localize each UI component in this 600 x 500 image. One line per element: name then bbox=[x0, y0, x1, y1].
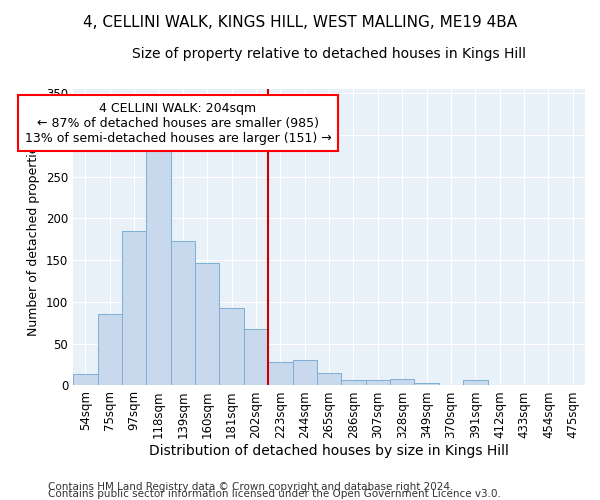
Bar bbox=[98, 314, 122, 386]
Bar bbox=[293, 360, 317, 386]
Bar bbox=[170, 241, 195, 386]
Bar bbox=[73, 374, 98, 386]
Bar bbox=[390, 379, 415, 386]
Bar bbox=[463, 380, 488, 386]
Text: 4 CELLINI WALK: 204sqm
← 87% of detached houses are smaller (985)
13% of semi-de: 4 CELLINI WALK: 204sqm ← 87% of detached… bbox=[25, 102, 331, 144]
Bar bbox=[365, 380, 390, 386]
Bar bbox=[146, 145, 170, 386]
Title: Size of property relative to detached houses in Kings Hill: Size of property relative to detached ho… bbox=[132, 48, 526, 62]
Text: Contains public sector information licensed under the Open Government Licence v3: Contains public sector information licen… bbox=[48, 489, 501, 499]
Bar bbox=[317, 373, 341, 386]
Bar bbox=[244, 328, 268, 386]
X-axis label: Distribution of detached houses by size in Kings Hill: Distribution of detached houses by size … bbox=[149, 444, 509, 458]
Bar bbox=[341, 380, 365, 386]
Text: 4, CELLINI WALK, KINGS HILL, WEST MALLING, ME19 4BA: 4, CELLINI WALK, KINGS HILL, WEST MALLIN… bbox=[83, 15, 517, 30]
Text: Contains HM Land Registry data © Crown copyright and database right 2024.: Contains HM Land Registry data © Crown c… bbox=[48, 482, 454, 492]
Bar bbox=[122, 231, 146, 386]
Bar bbox=[195, 262, 220, 386]
Bar bbox=[268, 362, 293, 386]
Y-axis label: Number of detached properties: Number of detached properties bbox=[28, 139, 40, 336]
Bar bbox=[415, 383, 439, 386]
Bar bbox=[220, 308, 244, 386]
